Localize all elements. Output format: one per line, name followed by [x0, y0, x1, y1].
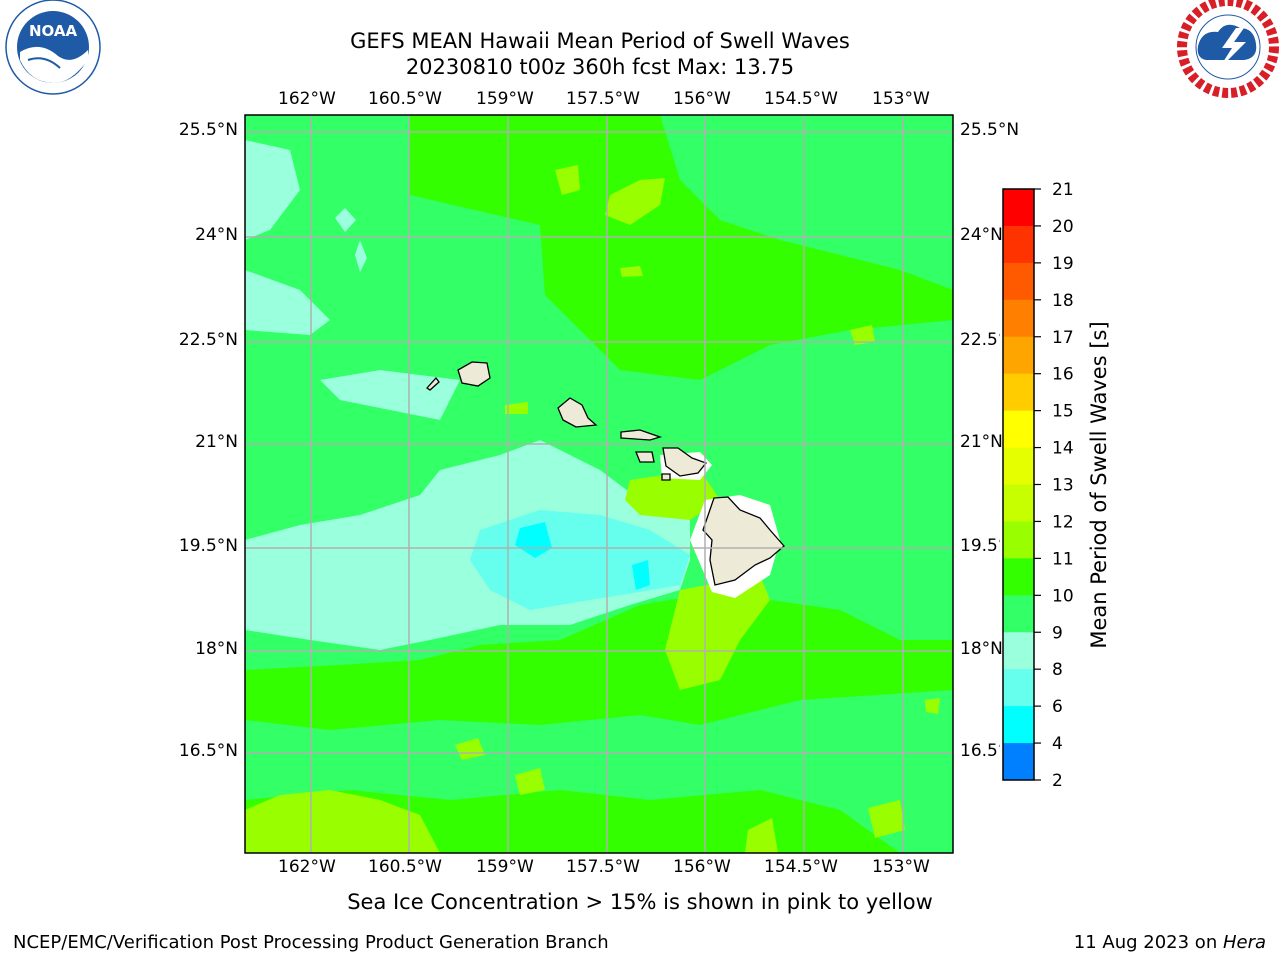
lat-label-right-5: 18°N — [960, 639, 1002, 659]
lon-label-top-4: 156°W — [673, 89, 731, 109]
colorbar-label: Mean Period of Swell Waves [s] — [1087, 321, 1111, 648]
colorbar — [1003, 189, 1034, 781]
colorbar-tick-label-6: 15 — [1052, 402, 1074, 422]
lat-label-left-4: 19.5°N — [178, 536, 238, 556]
lon-label-top-1: 160.5°W — [368, 89, 442, 109]
lat-label-left-1: 24°N — [195, 225, 238, 245]
lon-label-bottom-1: 160.5°W — [368, 857, 442, 877]
lon-label-bottom-5: 154.5°W — [764, 857, 838, 877]
colorbar-tick-label-4: 17 — [1052, 328, 1074, 348]
map-frame — [244, 114, 954, 854]
colorbar-swatch-0 — [1003, 189, 1034, 227]
colorbar-swatch-5 — [1003, 373, 1034, 412]
lat-label-right-1: 24°N — [960, 225, 1002, 245]
colorbar-swatch-6 — [1003, 410, 1034, 449]
colorbar-swatch-12 — [1003, 632, 1034, 670]
lon-label-top-3: 157.5°W — [566, 89, 640, 109]
lon-label-top-6: 153°W — [872, 89, 930, 109]
colorbar-swatch-3 — [1003, 299, 1034, 338]
lat-label-right-4: 19.5°N — [960, 536, 1000, 556]
colorbar-swatch-8 — [1003, 484, 1034, 522]
lat-label-right-6: 16.5°N — [960, 741, 1000, 761]
lat-label-right-3: 21°N — [960, 432, 1002, 452]
colorbar-swatch-2 — [1003, 262, 1034, 301]
generated-date: 11 Aug 2023 on Hera — [1074, 932, 1266, 953]
lat-label-right-0: 25.5°N — [960, 120, 1020, 140]
colorbar-tick-label-5: 16 — [1052, 365, 1074, 385]
colorbar-tick-label-8: 13 — [1052, 476, 1074, 496]
producer-credit: NCEP/EMC/Verification Post Processing Pr… — [13, 932, 609, 953]
hawaiian-islands — [426, 361, 785, 586]
machine-name: Hera — [1222, 932, 1266, 953]
map-graticule — [245, 115, 953, 853]
lat-label-left-6: 16.5°N — [178, 741, 238, 761]
map-subtitle: 20230810 t00z 360h fcst Max: 13.75 — [405, 55, 795, 79]
colorbar-swatch-4 — [1003, 336, 1034, 375]
lon-label-bottom-3: 157.5°W — [566, 857, 640, 877]
colorbar-tick-label-3: 18 — [1052, 291, 1074, 311]
lat-label-left-3: 21°N — [195, 432, 238, 452]
colorbar-tick-label-2: 19 — [1052, 254, 1074, 274]
lat-label-left-2: 22.5°N — [178, 330, 238, 350]
lon-label-bottom-4: 156°W — [673, 857, 731, 877]
lon-label-top-0: 162°W — [278, 89, 336, 109]
noaa-logo-text: NOAA — [29, 22, 78, 40]
lat-label-right-2: 22.5°N — [960, 330, 1000, 350]
colorbar-swatch-7 — [1003, 447, 1034, 485]
colorbar-ticks: 21 20 19 18 17 16 15 14 13 12 11 10 9 8 6 4 2 — [1034, 180, 1074, 791]
colorbar-tick-label-1: 20 — [1052, 217, 1074, 237]
swell-period-field — [245, 115, 953, 853]
colorbar-tick-label-11: 10 — [1052, 586, 1074, 606]
lon-label-bottom-0: 162°W — [278, 857, 336, 877]
colorbar-tick-label-9: 12 — [1052, 512, 1074, 532]
colorbar-tick-label-12: 9 — [1052, 623, 1063, 643]
colorbar-tick-label-15: 4 — [1052, 734, 1063, 754]
lon-label-bottom-2: 159°W — [476, 857, 534, 877]
lon-label-top-2: 159°W — [476, 89, 534, 109]
map-title: GEFS MEAN Hawaii Mean Period of Swell Wa… — [350, 29, 850, 53]
colorbar-swatch-11 — [1003, 595, 1034, 633]
colorbar-tick-label-16: 2 — [1052, 771, 1063, 791]
colorbar-tick-label-13: 8 — [1052, 660, 1063, 680]
colorbar-swatch-10 — [1003, 558, 1034, 596]
colorbar-tick-label-0: 21 — [1052, 180, 1074, 200]
nws-logo — [1177, 0, 1279, 98]
lon-label-bottom-6: 153°W — [872, 857, 930, 877]
lat-label-left-5: 18°N — [195, 639, 238, 659]
colorbar-tick-label-10: 11 — [1052, 549, 1074, 569]
colorbar-tick-label-14: 6 — [1052, 697, 1063, 717]
generated-date-text: 11 Aug 2023 on — [1073, 932, 1223, 953]
lon-label-top-5: 154.5°W — [764, 89, 838, 109]
sea-ice-note: Sea Ice Concentration > 15% is shown in … — [347, 890, 933, 914]
colorbar-swatch-14 — [1003, 706, 1034, 744]
colorbar-tick-label-7: 14 — [1052, 439, 1074, 459]
colorbar-swatch-9 — [1003, 521, 1034, 559]
colorbar-swatch-1 — [1003, 225, 1034, 264]
lat-label-left-0: 25.5°N — [178, 120, 238, 140]
colorbar-swatch-13 — [1003, 669, 1034, 707]
noaa-logo: NOAA — [5, 0, 101, 95]
colorbar-swatch-15 — [1003, 743, 1034, 781]
